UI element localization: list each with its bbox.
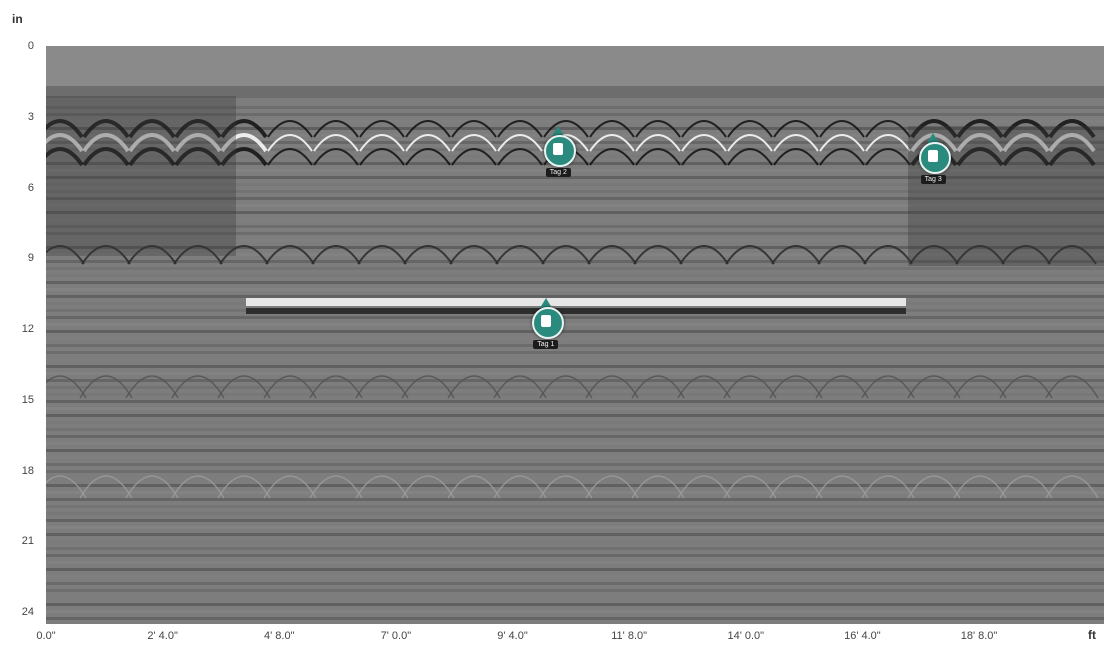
distance-tick-label: 16' 4.0": [844, 630, 881, 642]
distance-tick-label: 9' 4.0": [497, 630, 528, 642]
distance-tick-label: 14' 0.0": [727, 630, 765, 642]
depth-tick-label: 21: [21, 535, 34, 548]
tag-marker[interactable]: Tag 2: [537, 126, 579, 178]
depth-tick-label: 24: [21, 606, 34, 619]
tag-marker[interactable]: Tag 1: [525, 298, 567, 350]
depth-tick-label: 0: [27, 40, 34, 52]
tag-label: Tag 2: [545, 168, 571, 178]
rebar-icon: [529, 298, 564, 340]
tag-label: Tag 3: [920, 175, 946, 185]
tag-marker[interactable]: Tag 3: [912, 133, 954, 185]
distance-tick-label: 4' 8.0": [264, 630, 295, 642]
depth-tick-label: 9: [27, 252, 34, 265]
distance-tick-label: 2' 4.0": [147, 630, 178, 642]
gpr-radargram: [46, 46, 1104, 620]
depth-tick-label: 12: [21, 323, 34, 336]
depth-tick-label: 15: [21, 393, 34, 406]
distance-tick-label: 7' 0.0": [380, 630, 412, 642]
depth-unit-label: in: [12, 12, 23, 26]
depth-tick-label: 6: [27, 181, 34, 194]
distance-unit-label: ft: [1088, 628, 1096, 642]
rebar-icon: [541, 126, 577, 168]
tag-label: Tag 1: [533, 340, 559, 350]
distance-tick-label: 11' 8.0": [611, 630, 648, 642]
depth-tick-label: 18: [21, 464, 34, 477]
conduit-icon: [916, 133, 952, 175]
depth-tick-label: 3: [27, 110, 34, 123]
distance-tick-label: 0.0": [36, 630, 56, 642]
distance-tick-label: 18' 8.0": [960, 630, 998, 642]
